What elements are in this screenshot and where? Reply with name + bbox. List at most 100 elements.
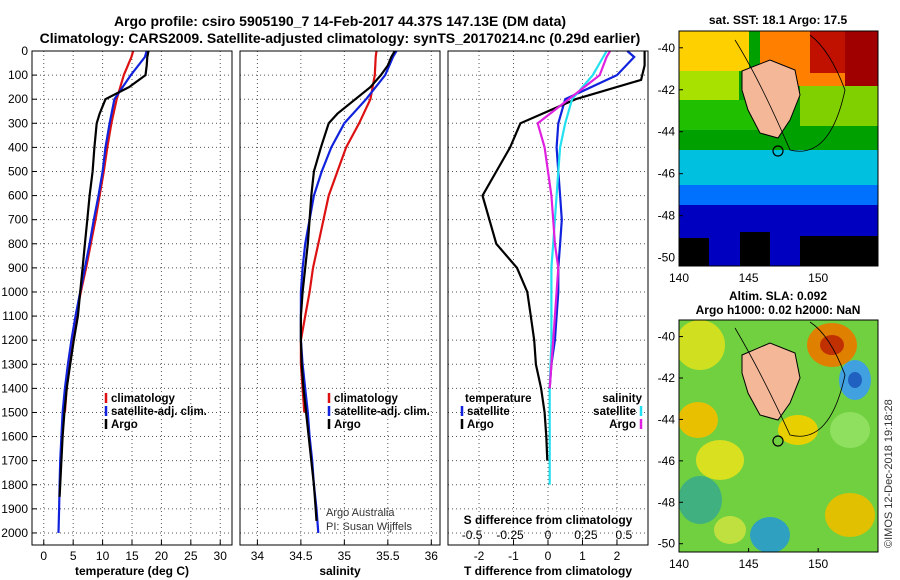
map-ytick-label-m2-ticks-3: -46 <box>658 454 676 468</box>
map-xtick-label-m1-ticks-2: 150 <box>808 271 828 285</box>
ytick-label-10: 1000 <box>1 285 28 299</box>
map-ytick-label-m1-ticks-3: -46 <box>658 167 676 181</box>
sla-map-title-line1: Altim. SLA: 0.092 <box>729 289 827 303</box>
legend-label-p1-legend-1: satellite-adj. clim. <box>111 406 207 418</box>
xtick-label-3-0: -2 <box>474 549 485 563</box>
ytick-label-9: 900 <box>8 261 28 275</box>
series-3-argo <box>481 51 646 461</box>
map-xtick-label-m2-ticks-0: 140 <box>669 557 689 571</box>
legend-label-p1-legend-2: Argo <box>111 419 138 431</box>
sst-map-frame <box>678 30 879 267</box>
ytick-label-3: 300 <box>8 116 28 130</box>
figure-title-line1: Argo profile: csiro 5905190_7 14-Feb-201… <box>114 13 566 29</box>
ytick-label-16: 1600 <box>1 430 28 444</box>
sla-map-frame <box>678 319 879 553</box>
series-1-climatology <box>63 50 135 413</box>
ytick-label-20: 2000 <box>1 526 28 540</box>
legend-label-p2-legend-2: Argo <box>334 419 361 431</box>
sla-field <box>679 320 878 552</box>
xtick-label-2-2: 35 <box>338 549 352 563</box>
ytick-label-11: 1100 <box>2 309 28 323</box>
panel-temperature: 0100200300400500600700800900100011001200… <box>1 44 233 578</box>
t-difference-xlabel: T difference from climatology <box>464 564 632 578</box>
xtick-label-2-1: 34.5 <box>289 549 313 563</box>
sst-map-title: sat. SST: 18.1 Argo: 17.5 <box>709 13 848 27</box>
xtick-top-label-1: -0.25 <box>496 528 524 542</box>
xtick-label-1-6: 30 <box>214 549 228 563</box>
xtick-label-3-4: 2 <box>614 549 621 563</box>
ytick-label-13: 1300 <box>1 357 28 371</box>
xtick-top-label-0: -0.5 <box>462 528 483 542</box>
xtick-label-3-2: 0 <box>545 549 552 563</box>
xtick-label-1-3: 15 <box>125 549 139 563</box>
ytick-label-2: 200 <box>8 92 28 106</box>
map-ytick-label-m2-ticks-1: -42 <box>658 371 676 385</box>
ytick-label-17: 1700 <box>1 454 28 468</box>
map-ytick-label-m2-ticks-4: -48 <box>658 495 676 509</box>
legend-label-p2-legend-1: satellite-adj. clim. <box>334 406 430 418</box>
xtick-top-label-3: 0.25 <box>574 528 598 542</box>
s-difference-xlabel: S difference from climatology <box>464 513 633 527</box>
xtick-top-label-2: 0 <box>545 528 552 542</box>
ytick-label-0: 0 <box>21 44 28 58</box>
ytick-label-4: 400 <box>8 140 28 154</box>
xtick-label-2-0: 34 <box>251 549 265 563</box>
legend-label-p3-legend-0: salinity <box>602 393 642 405</box>
map-ytick-label-m2-ticks-0: -40 <box>658 330 676 344</box>
map-xtick-label-m2-ticks-1: 145 <box>739 557 759 571</box>
series-2-climatology <box>299 50 378 413</box>
sla-map-title-line2: Argo h1000: 0.02 h2000: NaN <box>696 303 861 317</box>
legend-label-p1-legend-0: climatology <box>111 393 176 405</box>
map-xtick-label-m1-ticks-1: 145 <box>739 271 759 285</box>
ytick-label-19: 1900 <box>1 502 28 516</box>
ytick-label-5: 500 <box>8 164 28 178</box>
difference-frame <box>447 50 649 546</box>
figure-title-line2: Climatology: CARS2009. Satellite-adjuste… <box>40 30 641 46</box>
ytick-label-8: 800 <box>8 237 28 251</box>
legend-label-p3-legend-1: satellite <box>593 406 636 418</box>
xtick-label-1-4: 20 <box>155 549 169 563</box>
series-3-sal_argo <box>536 50 612 389</box>
ytick-label-6: 600 <box>8 189 28 203</box>
map-ytick-label-m1-ticks-1: -42 <box>658 83 676 97</box>
temperature-frame <box>31 50 233 546</box>
map-ytick-label-m1-ticks-0: -40 <box>658 41 676 55</box>
sst-field <box>679 31 878 266</box>
credit-line1: Argo Australia <box>326 507 395 519</box>
map-sla: Altim. SLA: 0.092 Argo h1000: 0.02 h2000… <box>658 289 879 571</box>
map-sst: sat. SST: 18.1 Argo: 17.5 140 145 150 -40 -4… <box>658 13 879 285</box>
xtick-label-1-0: 0 <box>40 549 47 563</box>
ytick-label-18: 1800 <box>1 478 28 492</box>
xtick-label-3-1: -1 <box>508 549 519 563</box>
panel-salinity: 34 34.5 35 35.5 36 salinity climatologysatel… <box>239 50 441 578</box>
ytick-label-1: 100 <box>8 68 28 82</box>
imos-watermark: ©IMOS 12-Dec-2018 19:18:28 <box>883 399 895 548</box>
salinity-frame <box>239 50 441 546</box>
ytick-label-14: 1400 <box>1 381 28 395</box>
map-ytick-label-m1-ticks-5: -50 <box>658 251 676 265</box>
ytick-label-15: 1500 <box>1 405 28 419</box>
ytick-label-12: 1200 <box>1 333 28 347</box>
panel-differences: -2 -1 0 1 2 S difference from climatology -0… <box>447 50 649 578</box>
series-3-satellite <box>548 50 636 389</box>
xtick-label-2-3: 35.5 <box>376 549 400 563</box>
series-1-argo <box>58 50 150 497</box>
xtick-top-label-4: 0.5 <box>616 528 633 542</box>
ytick-label-7: 700 <box>8 213 28 227</box>
salinity-xlabel: salinity <box>319 564 361 578</box>
map-xtick-label-m2-ticks-2: 150 <box>808 557 828 571</box>
legend-label-p3-legend-2: Argo <box>467 419 494 431</box>
legend-label-p3-legend-2: Argo <box>609 419 636 431</box>
legend-label-p3-legend-1: satellite <box>467 406 510 418</box>
xtick-label-1-2: 10 <box>96 549 110 563</box>
legend-label-p3-legend-0: temperature <box>465 393 531 405</box>
temperature-xlabel: temperature (deg C) <box>75 564 189 578</box>
xtick-label-3-3: 1 <box>579 549 586 563</box>
map-ytick-label-m1-ticks-4: -48 <box>658 209 676 223</box>
legend-label-p2-legend-0: climatology <box>334 393 399 405</box>
series-2-argo <box>299 50 396 521</box>
map-ytick-label-m2-ticks-2: -44 <box>658 412 676 426</box>
xtick-label-2-4: 36 <box>425 549 439 563</box>
credit-line2: PI: Susan Wijffels <box>326 521 412 533</box>
